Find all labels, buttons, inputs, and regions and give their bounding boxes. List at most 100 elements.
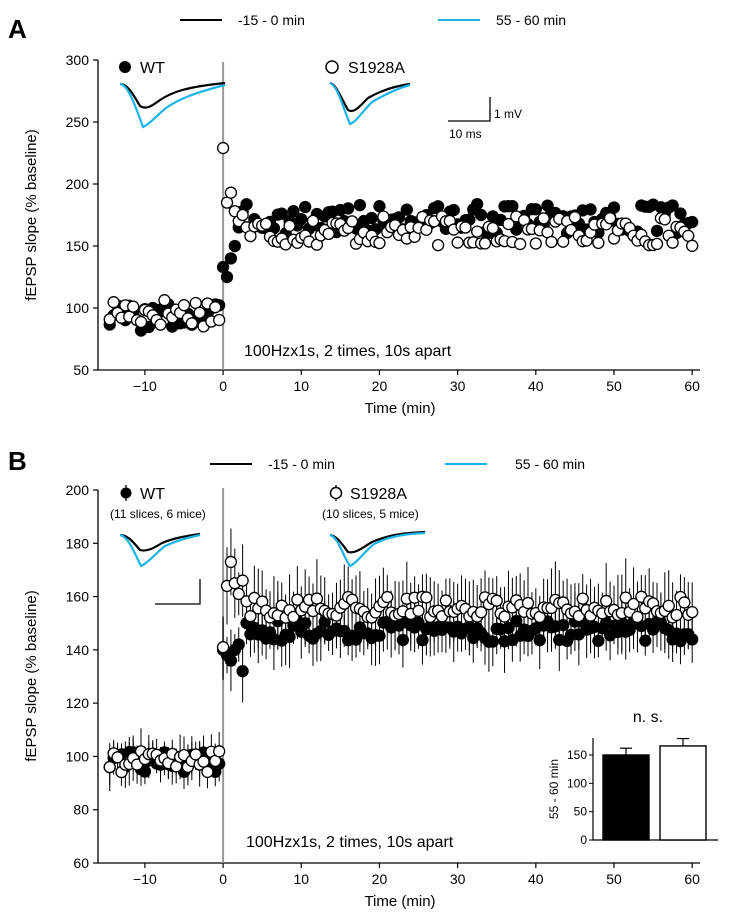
x-tick-label: 10 xyxy=(293,871,309,887)
data-point-s1928a xyxy=(627,597,640,611)
y-tick-label: 180 xyxy=(66,535,90,551)
data-point-wt xyxy=(287,205,300,218)
data-point-s1928a xyxy=(111,751,124,764)
panel-b: B -15 - 0 min 55 - 60 min 60801001201401… xyxy=(8,446,718,910)
panel-a-scale-bar: 1 mV 10 ms xyxy=(448,97,522,141)
data-point-wt xyxy=(400,203,413,216)
data-point-s1928a xyxy=(666,236,679,249)
data-point-s1928a xyxy=(193,306,206,319)
scale-bar-voltage: 1 mV xyxy=(494,107,522,121)
data-point-wt xyxy=(342,202,355,215)
data-point-s1928a xyxy=(658,213,671,226)
data-point-s1928a xyxy=(592,236,605,249)
data-point-s1928a xyxy=(514,237,527,251)
data-point-s1928a xyxy=(662,599,675,613)
data-point-wt xyxy=(416,634,429,647)
data-point-wt xyxy=(373,629,386,642)
y-tick-label: 140 xyxy=(66,642,90,658)
data-point-wt xyxy=(502,621,515,635)
panel-b-wt-trace xyxy=(119,532,201,568)
legend-b-trace2: 55 - 60 min xyxy=(515,456,585,472)
data-point-s1928a xyxy=(287,610,300,624)
panel-a-annotation: 100Hzx1s, 2 times, 10s apart xyxy=(244,343,452,360)
y-tick-label: 100 xyxy=(66,300,90,316)
y-tick-label: 80 xyxy=(73,802,89,818)
inset-y-label: 55 - 60 min xyxy=(547,759,561,819)
x-tick-label: 30 xyxy=(450,871,466,887)
data-point-s1928a xyxy=(650,237,664,251)
data-point-s1928a xyxy=(224,186,238,199)
x-tick-label: 0 xyxy=(219,871,227,887)
data-point-s1928a xyxy=(576,592,589,605)
scale-bar-time: 10 ms xyxy=(449,127,482,141)
data-point-s1928a xyxy=(529,237,542,250)
data-point-s1928a xyxy=(478,237,492,250)
panel-b-scale-bar xyxy=(155,579,201,605)
data-point-s1928a xyxy=(224,555,238,569)
inset-y-ticks: 0 50 100 150 xyxy=(567,748,593,847)
x-tick-label: 20 xyxy=(372,871,388,887)
data-point-s1928a xyxy=(431,238,445,252)
data-point-s1928a xyxy=(381,590,394,604)
data-point-wt xyxy=(666,199,679,212)
panel-b-s1928a-n: (10 slices, 5 mice) xyxy=(322,507,419,521)
inset-bar-wt xyxy=(602,754,650,841)
x-tick-label: 50 xyxy=(606,378,622,394)
panel-a-x-ticks: −10 0 10 20 30 40 50 60 xyxy=(133,370,700,394)
x-tick-label: 30 xyxy=(450,378,466,394)
legend-b-trace1: -15 - 0 min xyxy=(268,456,335,472)
y-tick-label: 100 xyxy=(66,748,90,764)
data-point-s1928a xyxy=(377,210,390,223)
data-point-wt xyxy=(232,638,245,651)
panel-a-label: A xyxy=(8,14,27,44)
data-point-wt xyxy=(220,270,234,284)
panel-b-s1928a-label: S1928A xyxy=(350,486,407,503)
x-tick-label: 0 xyxy=(219,378,227,394)
data-point-s1928a xyxy=(213,313,226,327)
data-point-wt xyxy=(639,634,652,647)
data-point-s1928a xyxy=(619,591,632,604)
y-tick-label: 300 xyxy=(66,52,90,68)
panel-a-x-label: Time (min) xyxy=(364,400,435,417)
panel-a-s1928a-label: S1928A xyxy=(348,60,405,77)
data-point-wt xyxy=(431,200,445,213)
data-point-s1928a xyxy=(670,608,683,622)
data-point-wt xyxy=(529,203,542,216)
x-tick-label: 60 xyxy=(684,871,700,887)
inset-y-tick-label: 50 xyxy=(574,805,588,819)
panel-b-legend: -15 - 0 min 55 - 60 min xyxy=(210,456,585,472)
inset-y-tick-label: 150 xyxy=(567,748,587,762)
data-point-wt xyxy=(447,203,460,217)
data-point-wt xyxy=(275,207,288,220)
inset-annotation: n. s. xyxy=(633,709,663,726)
data-point-s1928a xyxy=(306,214,320,228)
data-point-wt xyxy=(224,252,238,265)
data-point-s1928a xyxy=(537,212,550,225)
data-point-s1928a xyxy=(216,641,230,654)
data-point-wt xyxy=(396,633,410,647)
y-tick-label: 50 xyxy=(73,362,89,378)
data-point-s1928a xyxy=(420,591,433,604)
data-point-wt xyxy=(686,215,699,229)
data-point-s1928a xyxy=(682,229,695,242)
data-point-wt xyxy=(349,633,363,646)
data-point-wt xyxy=(584,203,597,216)
x-tick-label: 10 xyxy=(293,378,309,394)
inset-y-tick-label: 0 xyxy=(580,833,587,847)
data-point-wt xyxy=(674,207,687,220)
data-point-s1928a xyxy=(451,236,464,249)
inset-bars xyxy=(602,737,707,841)
data-point-wt xyxy=(373,200,386,213)
data-point-s1928a xyxy=(486,221,499,235)
panel-b-wt-n: (11 slices, 6 mice) xyxy=(110,507,206,521)
data-point-s1928a xyxy=(201,765,214,779)
data-point-wt xyxy=(506,200,519,213)
data-point-s1928a xyxy=(568,211,582,224)
data-point-s1928a xyxy=(236,574,249,587)
panel-b-y-ticks: 60 80 100 120 140 160 180 200 xyxy=(66,482,98,871)
x-tick-label: −10 xyxy=(133,871,157,887)
x-tick-label: 50 xyxy=(606,871,622,887)
data-point-wt xyxy=(474,208,488,222)
panel-b-s1928a-marker xyxy=(329,485,343,501)
